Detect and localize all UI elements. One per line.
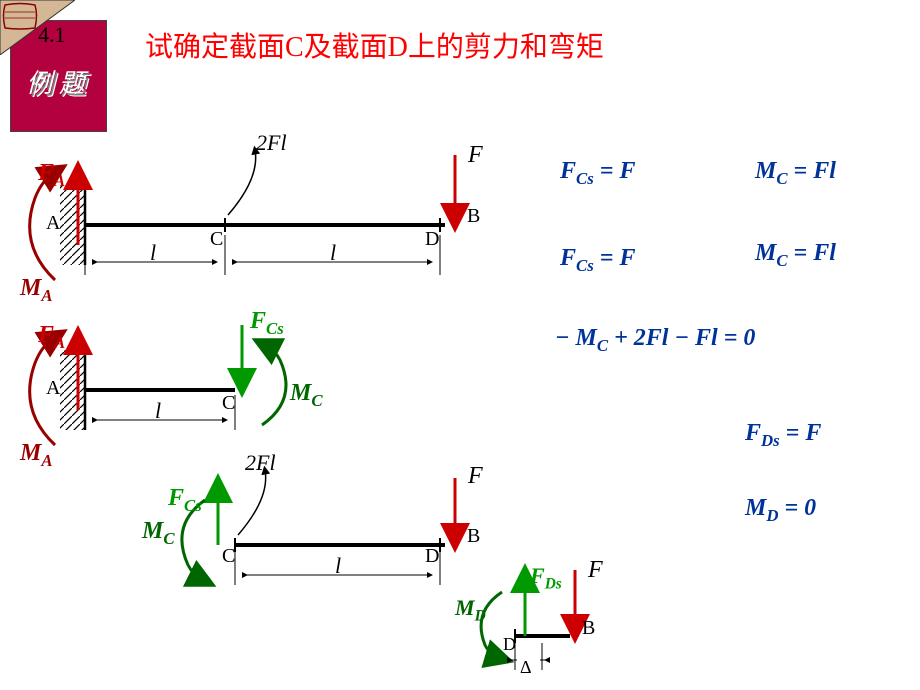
- point-c-2: C: [222, 392, 235, 415]
- fixed-support-1: [60, 185, 85, 265]
- eq-fcs-1: FCs = F: [560, 158, 635, 189]
- label-fcs-3: FCs: [168, 485, 202, 516]
- label-2fl-3: 2Fl: [245, 450, 276, 476]
- eq-fds: FDs = F: [745, 420, 821, 451]
- span-l-1a: l: [150, 240, 156, 266]
- label-ma-1: MA: [20, 275, 53, 306]
- label-2fl-1: 2Fl: [256, 130, 287, 156]
- label-mc-2: MC: [290, 380, 323, 411]
- span-l-3: l: [335, 553, 341, 579]
- moment-2fl-1: [228, 150, 256, 215]
- label-fds-4: FDs: [530, 563, 562, 593]
- label-fcs-2: FCs: [250, 308, 284, 339]
- mc-2: [262, 345, 286, 425]
- point-c-3: C: [222, 545, 235, 568]
- label-md-4: MD: [455, 595, 486, 625]
- point-b-1: B: [467, 205, 480, 228]
- point-a-2: A: [46, 377, 60, 400]
- point-d-1: D: [425, 228, 439, 251]
- delta-label: Δ: [520, 657, 532, 678]
- label-f-3: F: [468, 463, 483, 490]
- point-d-4: D: [503, 634, 516, 655]
- span-l-2: l: [155, 398, 161, 424]
- section-number: 4.1: [38, 22, 66, 48]
- eq-md: MD = 0: [745, 495, 816, 526]
- label-ma-2: MA: [20, 440, 53, 471]
- label-fa-1: FA: [38, 160, 65, 191]
- point-d-3: D: [425, 545, 439, 568]
- point-b-3: B: [467, 525, 480, 548]
- label-mc-3: MC: [142, 518, 175, 549]
- eq-mc-2: MC = Fl: [755, 240, 836, 271]
- moment-2fl-3: [238, 470, 266, 535]
- point-c-1: C: [210, 228, 223, 251]
- label-f-4: F: [588, 557, 603, 584]
- point-b-4: B: [582, 617, 595, 640]
- label-fa-2: FA: [38, 322, 65, 353]
- diagram-svg: [0, 0, 920, 690]
- eq-mc-sum: − MC + 2Fl − Fl = 0: [555, 325, 755, 356]
- span-l-1b: l: [330, 240, 336, 266]
- point-a-1: A: [46, 212, 60, 235]
- fixed-support-2: [60, 350, 85, 430]
- eq-fcs-2: FCs = F: [560, 245, 635, 276]
- label-f-1: F: [468, 142, 483, 169]
- eq-mc-1: MC = Fl: [755, 158, 836, 189]
